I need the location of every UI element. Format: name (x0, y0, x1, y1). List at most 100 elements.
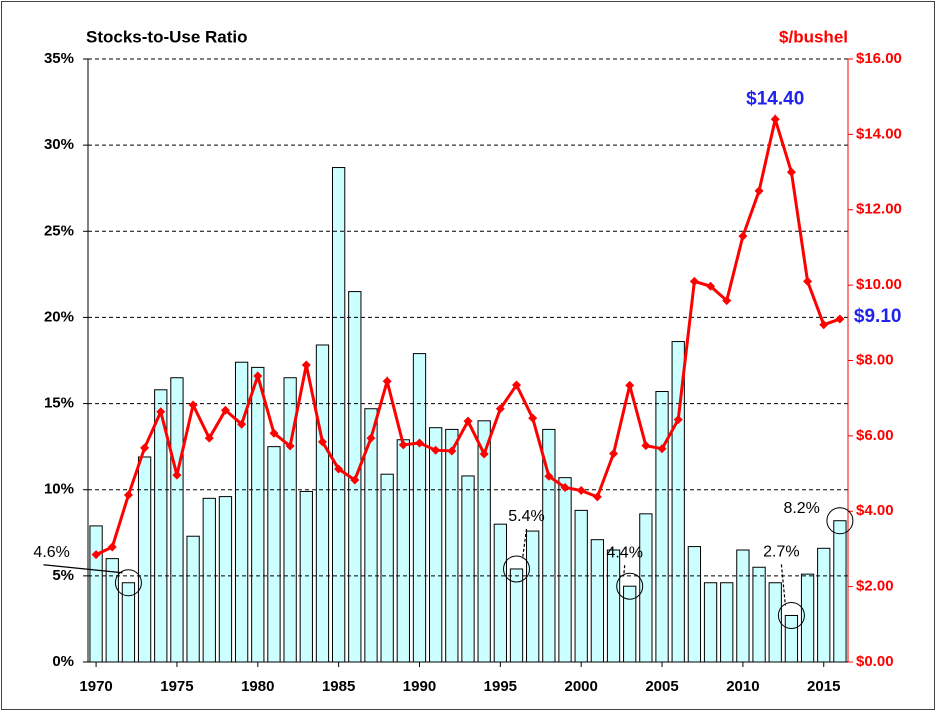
y2-tick-label: $10.00 (856, 276, 902, 293)
annotation-circle (777, 601, 805, 629)
bar (251, 366, 265, 663)
price-marker (366, 433, 376, 443)
bar (396, 439, 410, 663)
bar (89, 525, 103, 663)
bar (137, 456, 152, 663)
annotation-arrow (521, 528, 528, 560)
bar (752, 566, 766, 663)
bar (202, 497, 216, 663)
price-marker (560, 483, 570, 493)
price-marker (495, 404, 505, 414)
annotation-label: 8.2% (783, 500, 819, 517)
x-tick-label: 1980 (241, 678, 274, 695)
y-tick-label: 20% (44, 308, 74, 325)
price-marker (107, 542, 117, 552)
price-marker (285, 441, 295, 451)
y-tick-label: 0% (52, 653, 74, 670)
bar (703, 582, 718, 663)
price-marker (156, 407, 166, 417)
bar (509, 568, 524, 663)
y2-tick-label: $16.00 (856, 50, 902, 67)
x-tick-label: 2000 (565, 678, 598, 695)
price-marker (592, 492, 602, 502)
bar (639, 513, 653, 663)
bar (720, 582, 734, 663)
price-marker (528, 413, 538, 423)
price-marker (237, 419, 247, 429)
bar (817, 547, 831, 663)
y-tick-label: 30% (44, 136, 74, 153)
bar (800, 573, 815, 663)
price-marker (140, 443, 150, 453)
price-marker (431, 445, 441, 455)
price-marker (738, 231, 748, 241)
bar (186, 535, 200, 663)
x-tick-label: 2010 (726, 678, 759, 695)
price-marker (609, 449, 619, 459)
annotation-label: 2.7% (763, 544, 799, 561)
price-marker (301, 360, 311, 370)
bar (218, 496, 233, 663)
y-tick-label: 5% (52, 567, 74, 584)
chart-title: Stocks-to-Use Ratio (86, 27, 248, 46)
annotation-arrow (43, 564, 123, 574)
annotation-circle (616, 572, 644, 600)
bar (687, 546, 702, 663)
bar (784, 614, 799, 663)
x-tick-label: 1995 (484, 678, 517, 695)
bar (331, 167, 346, 663)
bar (655, 391, 669, 663)
price-marker (754, 186, 764, 196)
bar (606, 549, 621, 663)
annotation-circle (826, 507, 854, 535)
bar (429, 427, 443, 663)
price-marker (706, 281, 716, 291)
price-label: $14.40 (746, 88, 804, 109)
x-tick-label: 1990 (403, 678, 436, 695)
bar (736, 549, 750, 663)
price-marker (544, 471, 554, 481)
price-marker (382, 376, 392, 386)
price-marker (447, 446, 457, 456)
bar (768, 582, 782, 663)
price-marker (91, 550, 101, 560)
bar (315, 344, 330, 663)
y-tick-label: 25% (44, 222, 74, 239)
price-marker (463, 416, 473, 426)
bar (170, 377, 184, 663)
price-marker (657, 444, 667, 454)
y-tick-label: 15% (44, 395, 74, 412)
price-marker (414, 438, 424, 448)
y2-tick-label: $14.00 (856, 125, 902, 142)
bar (105, 558, 119, 663)
price-label: $9.10 (854, 306, 902, 327)
price-marker (253, 371, 263, 381)
price-marker (803, 276, 813, 286)
price-marker (835, 314, 845, 324)
x-tick-label: 1975 (160, 678, 193, 695)
price-marker (269, 428, 279, 438)
bar (590, 539, 605, 663)
price-marker (334, 464, 344, 474)
bar (461, 475, 475, 663)
annotation-circle (503, 555, 531, 583)
bar (558, 477, 572, 663)
x-tick-label: 1985 (322, 678, 355, 695)
annotation-arrow (780, 564, 787, 606)
price-marker (786, 167, 796, 177)
price-marker (204, 433, 214, 443)
annotation-arrow (623, 565, 626, 577)
bar (445, 428, 459, 663)
x-tick-label: 2015 (807, 678, 840, 695)
price-marker (770, 114, 780, 124)
annotation-label: 4.4% (606, 544, 642, 561)
y2-tick-label: $0.00 (856, 653, 894, 670)
price-marker (220, 405, 230, 415)
bar (267, 446, 281, 663)
bar (574, 509, 588, 663)
y2-title: $/bushel (779, 27, 848, 46)
y-tick-label: 35% (44, 50, 74, 67)
y2-tick-label: $8.00 (856, 351, 894, 368)
y-tick-label: 10% (44, 481, 74, 498)
